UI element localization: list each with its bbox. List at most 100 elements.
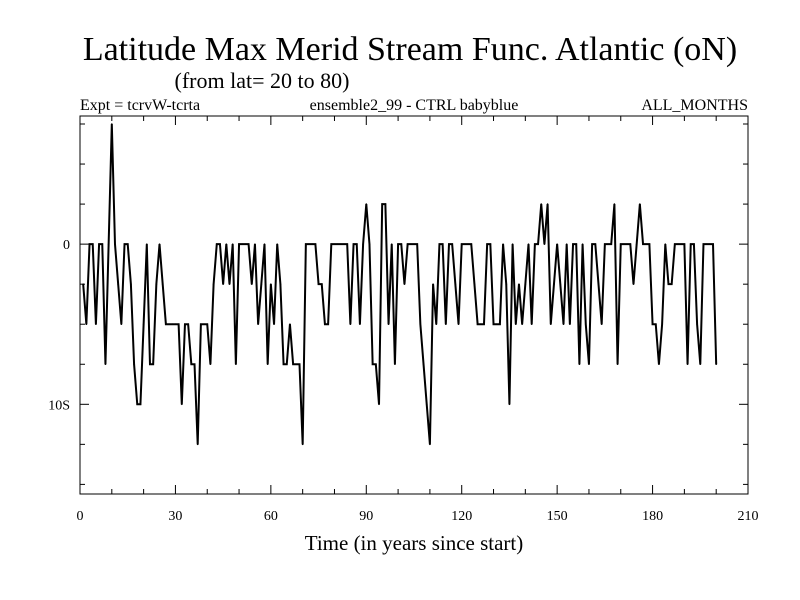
data-point — [565, 243, 568, 245]
data-point — [311, 243, 314, 245]
data-point — [702, 243, 705, 245]
data-point — [343, 243, 345, 245]
data-point — [349, 323, 352, 326]
data-point — [352, 243, 355, 245]
data-point — [126, 243, 129, 245]
data-point — [327, 323, 329, 326]
data-point — [441, 243, 444, 245]
x-tick-label: 30 — [168, 509, 182, 524]
chart-title: Latitude Max Merid Stream Func. Atlantic… — [83, 31, 737, 68]
data-point — [632, 283, 635, 285]
data-point — [158, 243, 161, 245]
data-point — [193, 363, 196, 366]
y-tick-label: 10S — [48, 398, 70, 413]
data-point — [460, 243, 463, 245]
data-point — [292, 363, 294, 366]
data-point — [235, 363, 237, 366]
data-point — [88, 243, 91, 245]
ensemble-label: ensemble2_99 - CTRL babyblue — [310, 97, 519, 114]
data-point — [689, 243, 692, 245]
data-point — [155, 283, 158, 285]
data-point — [285, 363, 288, 366]
data-point — [584, 323, 587, 326]
data-point — [502, 243, 504, 245]
data-point — [476, 323, 479, 326]
data-point — [130, 283, 132, 285]
data-point — [578, 363, 581, 366]
data-point — [196, 443, 199, 446]
data-point — [107, 243, 110, 245]
data-point — [696, 323, 698, 326]
data-point — [511, 243, 514, 245]
data-point — [161, 283, 164, 285]
x-tick-label: 90 — [359, 509, 373, 524]
data-point — [378, 403, 380, 406]
x-tick-label: 210 — [738, 509, 759, 524]
data-point — [184, 323, 186, 326]
data-point — [250, 283, 253, 285]
data-point — [432, 283, 434, 285]
data-point — [410, 243, 412, 245]
data-point — [425, 403, 428, 406]
data-point — [619, 243, 622, 245]
data-point — [413, 243, 415, 245]
y-axis-ticks — [80, 123, 748, 485]
data-point — [209, 363, 212, 366]
months-label: ALL_MONTHS — [641, 97, 748, 114]
data-point — [190, 363, 193, 366]
chart-subtitle: (from lat= 20 to 80) — [175, 68, 350, 93]
data-point — [527, 243, 530, 245]
data-point — [651, 323, 654, 326]
data-point — [101, 243, 104, 245]
data-point — [473, 283, 476, 285]
data-point — [260, 283, 263, 285]
data-point — [556, 243, 558, 245]
data-point — [305, 243, 307, 245]
data-point — [273, 323, 275, 326]
data-point — [400, 243, 403, 245]
data-point — [645, 243, 648, 245]
data-point — [505, 283, 508, 285]
data-point — [648, 243, 651, 245]
data-point — [489, 243, 492, 245]
data-point — [180, 403, 183, 406]
data-point — [174, 323, 177, 326]
data-point — [104, 363, 107, 366]
data-point — [514, 323, 517, 326]
data-point — [448, 243, 450, 245]
data-point — [569, 323, 571, 326]
data-point — [279, 283, 282, 285]
data-point — [712, 243, 714, 245]
data-point — [626, 243, 628, 245]
data-point — [146, 243, 148, 245]
data-point — [206, 323, 209, 326]
data-point — [149, 363, 151, 366]
data-point — [381, 203, 383, 205]
data-point — [604, 243, 606, 245]
data-point — [282, 363, 285, 366]
data-point — [120, 323, 123, 326]
data-point — [693, 243, 695, 245]
data-point — [616, 363, 619, 366]
data-point — [231, 243, 234, 245]
data-point — [320, 283, 323, 285]
data-point — [464, 243, 466, 245]
data-point — [359, 323, 361, 326]
data-point — [200, 323, 202, 326]
data-point — [492, 323, 495, 326]
data-point — [549, 323, 552, 326]
x-axis-label: Time (in years since start) — [305, 531, 524, 555]
data-point — [642, 243, 644, 245]
data-point — [429, 443, 431, 446]
data-point — [276, 243, 279, 245]
data-point — [588, 363, 590, 366]
data-point — [623, 243, 625, 245]
data-point — [635, 243, 638, 245]
data-point — [470, 243, 473, 245]
data-point — [499, 323, 501, 326]
data-point — [654, 323, 657, 326]
data-point — [247, 243, 250, 245]
data-point — [540, 203, 543, 205]
data-point — [308, 243, 310, 245]
